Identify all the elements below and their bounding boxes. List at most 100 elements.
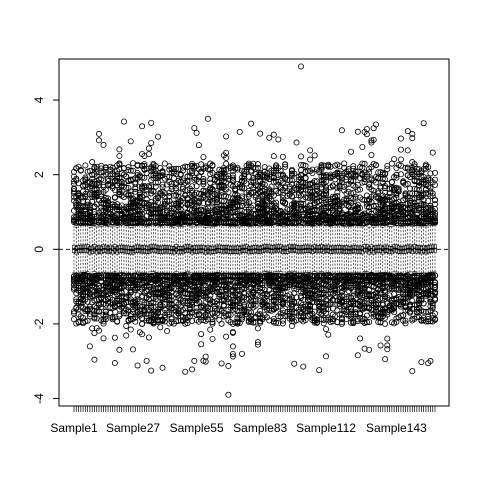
- outlier-point: [182, 368, 189, 375]
- outlier-point: [159, 181, 166, 188]
- outlier-point: [302, 174, 309, 181]
- outlier-point: [191, 357, 198, 364]
- outlier-point: [155, 133, 162, 140]
- outlier-point: [211, 183, 218, 190]
- outlier-point: [195, 311, 202, 318]
- outlier-point: [93, 308, 100, 315]
- outlier-point: [275, 320, 282, 327]
- outlier-point: [209, 335, 216, 342]
- outlier-point: [239, 193, 246, 200]
- outlier-point: [161, 160, 168, 167]
- outlier-point: [116, 313, 123, 320]
- outlier-point: [266, 134, 273, 141]
- outlier-point: [273, 165, 280, 172]
- outlier-point: [132, 318, 139, 325]
- outlier-point: [248, 309, 255, 316]
- box-sample-75: [239, 167, 246, 357]
- outlier-point: [148, 183, 155, 190]
- outlier-point: [116, 346, 123, 353]
- outlier-point: [263, 170, 270, 177]
- outlier-point: [239, 185, 246, 192]
- outlier-point: [218, 360, 225, 367]
- outlier-point: [229, 353, 236, 360]
- outlier-point: [189, 317, 196, 324]
- outlier-point: [159, 168, 166, 175]
- outlier-point: [141, 174, 148, 181]
- outlier-point: [93, 190, 100, 197]
- outlier-point: [116, 160, 123, 167]
- outlier-point: [127, 188, 134, 195]
- outlier-point: [86, 343, 93, 350]
- outlier-point: [298, 153, 305, 160]
- outlier-point: [209, 319, 216, 326]
- outlier-point: [82, 219, 89, 226]
- outlier-point: [347, 148, 354, 155]
- outlier-point: [300, 296, 307, 303]
- outlier-point: [132, 188, 139, 195]
- outlier-point: [250, 319, 257, 326]
- outlier-point: [111, 194, 118, 201]
- outlier-point: [200, 154, 207, 161]
- outlier-point: [145, 151, 152, 158]
- outlier-point: [223, 149, 230, 156]
- outlier-point: [254, 164, 261, 171]
- outlier-point: [279, 192, 286, 199]
- outlier-point: [204, 316, 211, 323]
- outlier-point: [223, 133, 230, 140]
- outlier-point: [270, 319, 277, 326]
- outlier-point: [123, 184, 130, 191]
- outlier-point: [254, 341, 261, 348]
- outlier-point: [257, 130, 264, 137]
- outlier-point: [139, 315, 146, 322]
- outlier-point: [250, 177, 257, 184]
- outlier-point: [270, 153, 277, 160]
- outlier-point: [266, 303, 273, 310]
- outlier-point: [166, 193, 173, 200]
- outlier-point: [89, 159, 96, 166]
- outlier-point: [229, 329, 236, 336]
- outlier-point: [177, 202, 184, 209]
- outlier-point: [252, 298, 259, 305]
- outlier-point: [109, 314, 116, 321]
- outlier-point: [145, 145, 152, 152]
- outlier-point: [164, 173, 171, 180]
- outlier-point: [291, 186, 298, 193]
- outlier-point: [263, 297, 270, 304]
- outlier-point: [111, 334, 118, 341]
- outlier-point: [155, 317, 162, 324]
- outlier-point: [95, 176, 102, 183]
- outlier-point: [84, 298, 91, 305]
- outlier-point: [173, 165, 180, 172]
- outlier-point: [134, 362, 141, 369]
- outlier-point: [320, 320, 327, 327]
- outlier-point: [107, 170, 114, 177]
- outlier-point: [254, 325, 261, 332]
- outlier-point: [200, 179, 207, 186]
- outlier-point: [141, 299, 148, 306]
- outlier-point: [161, 190, 168, 197]
- outlier-point: [141, 161, 148, 168]
- outlier-point: [275, 303, 282, 310]
- outlier-point: [316, 367, 323, 374]
- outlier-point: [175, 189, 182, 196]
- outlier-point: [155, 179, 162, 186]
- outlier-point: [209, 320, 216, 327]
- outlier-point: [198, 341, 205, 348]
- outlier-point: [157, 324, 164, 331]
- outlier-point: [270, 131, 277, 138]
- outlier-point: [193, 305, 200, 312]
- outlier-point: [207, 186, 214, 193]
- outlier-point: [291, 170, 298, 177]
- outlier-point: [229, 171, 236, 178]
- outlier-point: [234, 311, 241, 318]
- outlier-point: [168, 301, 175, 308]
- outlier-point: [293, 200, 300, 207]
- outlier-point: [191, 125, 198, 132]
- outlier-point: [229, 174, 236, 181]
- outlier-point: [207, 179, 214, 186]
- outlier-point: [279, 317, 286, 324]
- outlier-point: [95, 130, 102, 137]
- outlier-point: [279, 153, 286, 160]
- outlier-point: [234, 319, 241, 326]
- outlier-point: [82, 174, 89, 181]
